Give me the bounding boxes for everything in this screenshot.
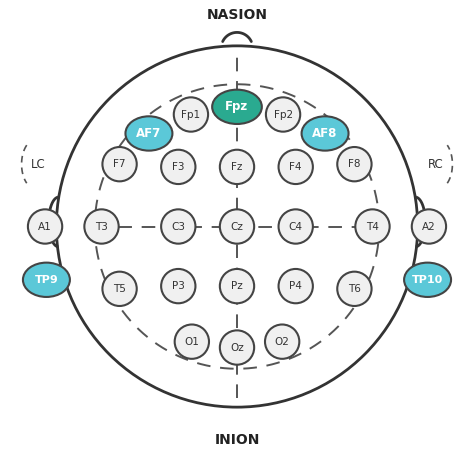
Ellipse shape: [265, 324, 299, 359]
Text: TP9: TP9: [35, 275, 58, 285]
Ellipse shape: [404, 263, 451, 297]
Text: LC: LC: [31, 158, 46, 171]
Ellipse shape: [174, 97, 208, 132]
Text: C3: C3: [171, 222, 185, 231]
Text: P4: P4: [289, 281, 302, 291]
Ellipse shape: [279, 269, 313, 303]
Text: Fp2: Fp2: [273, 110, 292, 120]
Text: TP10: TP10: [412, 275, 443, 285]
Text: T6: T6: [348, 284, 361, 294]
Ellipse shape: [279, 209, 313, 244]
Ellipse shape: [212, 90, 262, 124]
Ellipse shape: [161, 269, 195, 303]
Ellipse shape: [220, 209, 254, 244]
Ellipse shape: [84, 209, 118, 244]
Ellipse shape: [28, 209, 62, 244]
Text: O1: O1: [184, 337, 199, 347]
Ellipse shape: [337, 272, 372, 306]
Ellipse shape: [356, 209, 390, 244]
Text: P3: P3: [172, 281, 185, 291]
Text: AF7: AF7: [137, 127, 162, 140]
Text: F3: F3: [172, 162, 184, 172]
Ellipse shape: [175, 324, 209, 359]
Text: NASION: NASION: [207, 8, 267, 22]
Ellipse shape: [23, 263, 70, 297]
Text: A1: A1: [38, 222, 52, 231]
Text: O2: O2: [275, 337, 290, 347]
Text: T5: T5: [113, 284, 126, 294]
Text: Fp1: Fp1: [182, 110, 201, 120]
Ellipse shape: [279, 150, 313, 184]
Ellipse shape: [161, 150, 195, 184]
Text: C4: C4: [289, 222, 303, 231]
Ellipse shape: [126, 116, 173, 151]
Ellipse shape: [301, 116, 348, 151]
Ellipse shape: [102, 272, 137, 306]
Ellipse shape: [337, 147, 372, 181]
Text: Cz: Cz: [230, 222, 244, 231]
Text: Oz: Oz: [230, 342, 244, 352]
Text: T4: T4: [366, 222, 379, 231]
Ellipse shape: [220, 150, 254, 184]
Text: RC: RC: [428, 158, 444, 171]
Text: T3: T3: [95, 222, 108, 231]
Ellipse shape: [220, 269, 254, 303]
Text: Pz: Pz: [231, 281, 243, 291]
Text: Fz: Fz: [231, 162, 243, 172]
Ellipse shape: [412, 209, 446, 244]
Circle shape: [56, 46, 418, 407]
Ellipse shape: [102, 147, 137, 181]
Text: F7: F7: [113, 159, 126, 169]
Ellipse shape: [220, 330, 254, 365]
Ellipse shape: [266, 97, 300, 132]
Text: INION: INION: [214, 433, 260, 447]
Ellipse shape: [161, 209, 195, 244]
Text: Fpz: Fpz: [225, 100, 249, 113]
Text: F8: F8: [348, 159, 361, 169]
Text: F4: F4: [290, 162, 302, 172]
Text: AF8: AF8: [312, 127, 338, 140]
Text: A2: A2: [422, 222, 436, 231]
